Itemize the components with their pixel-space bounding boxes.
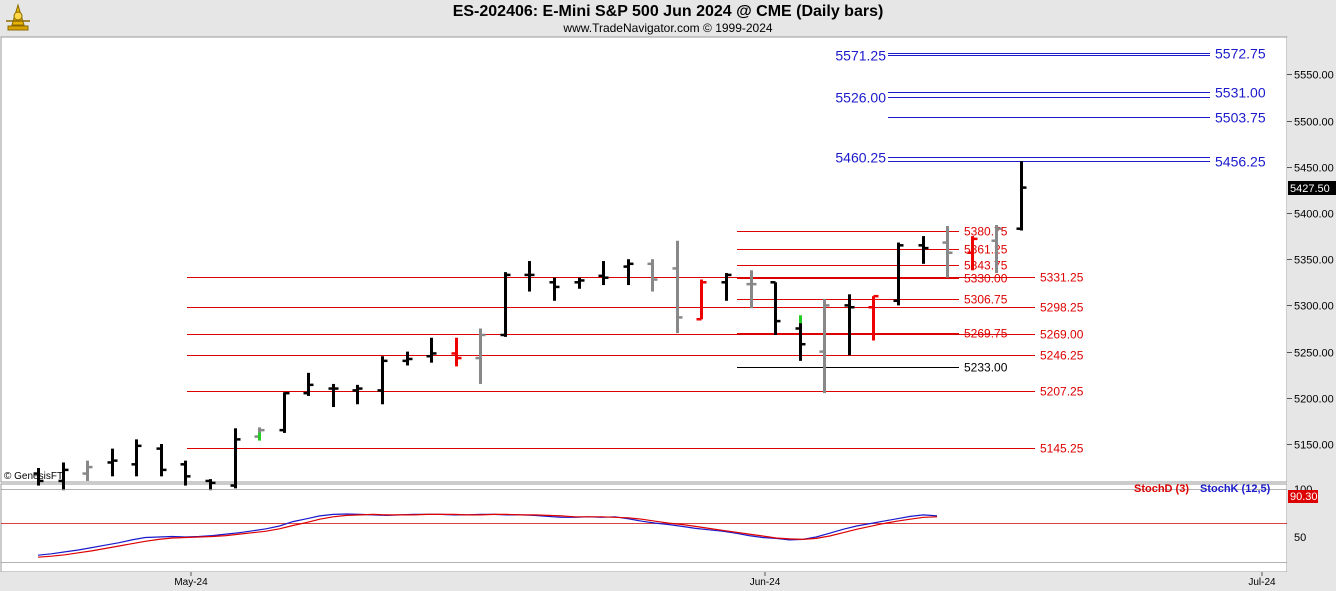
level-label-5361.25: 5361.25	[964, 243, 1008, 257]
tick-label-5150.00: 5150.00	[1294, 440, 1334, 452]
price-bar-2	[82, 460, 93, 481]
price-bar-16	[426, 337, 437, 363]
level-label-5269.00: 5269.00	[1040, 328, 1084, 342]
level-label-5380.75: 5380.75	[964, 225, 1008, 239]
price-bar-10	[279, 391, 290, 433]
date-axis: May-24 Jun-24 Jul-24	[174, 572, 1276, 588]
price-bars	[33, 161, 1027, 491]
level-label-5526.00: 5526.00	[835, 90, 886, 106]
price-bar-4	[131, 439, 142, 477]
level-label-5298.25: 5298.25	[1040, 301, 1084, 315]
trade-navigator-logo-icon	[4, 3, 32, 33]
indicator-panel-border	[0, 483, 1288, 573]
stochastic-panel: 10050StochD (3)StochK (12,5)90.30	[1, 483, 1318, 563]
price-axis: 5550.00 5500.00 5450.00 5400.00 5350.00 5300.…	[1287, 70, 1336, 452]
price-bar-21	[549, 277, 560, 301]
tick-label-5450.00: 5450.00	[1294, 163, 1334, 175]
last-stoch-label: 90.30	[1290, 491, 1318, 503]
price-bar-19	[500, 272, 511, 337]
level-label-5572.75: 5572.75	[1215, 46, 1266, 62]
ind-tick-label-50: 50	[1294, 532, 1306, 544]
price-levels: 5572.75 5571.25 5531.00 5526.00 5503.75 5460.…	[187, 46, 1266, 456]
price-bar-25	[647, 259, 658, 292]
date-axis-background	[0, 572, 1336, 591]
level-label-5331.25: 5331.25	[1040, 271, 1084, 285]
legend-stochk: StochK (12,5)	[1200, 483, 1271, 495]
price-bar-27	[696, 279, 707, 321]
series-stochd-3-	[37, 513, 938, 558]
chart-frame	[0, 36, 1336, 591]
price-bar-36	[918, 236, 929, 264]
tick-label-5200.00: 5200.00	[1294, 394, 1334, 406]
level-label-5503.75: 5503.75	[1215, 110, 1266, 126]
price-bar-40	[1016, 161, 1027, 231]
level-label-5456.25: 5456.25	[1215, 154, 1266, 170]
chart-subtitle: www.TradeNavigator.com © 1999-2024	[563, 21, 773, 35]
price-bar-29	[746, 270, 757, 309]
level-label-5571.25: 5571.25	[835, 48, 886, 64]
last-price-label: 5427.50	[1290, 183, 1330, 195]
price-bar-17	[451, 337, 462, 367]
level-label-5145.25: 5145.25	[1040, 442, 1084, 456]
price-bar-3	[107, 448, 118, 477]
price-bar-38	[967, 236, 978, 271]
tick-label-5300.00: 5300.00	[1294, 301, 1334, 313]
value-axis-background	[1287, 37, 1336, 572]
price-bar-7	[205, 479, 216, 491]
price-bar-13	[352, 384, 363, 405]
tick-label-5400.00: 5400.00	[1294, 209, 1334, 221]
tick-label-5550.00: 5550.00	[1294, 70, 1334, 82]
price-bar-12	[328, 383, 339, 408]
price-bar-28	[721, 273, 732, 301]
price-bar-18	[475, 328, 486, 384]
date-label-Jun-24: Jun-24	[750, 577, 781, 588]
tick-label-5500.00: 5500.00	[1294, 117, 1334, 129]
tick-label-5250.00: 5250.00	[1294, 348, 1334, 360]
price-bar-22	[574, 277, 585, 289]
price-bar-30	[770, 281, 781, 335]
price-bar-34	[868, 294, 879, 341]
date-label-Jul-24: Jul-24	[1248, 577, 1276, 588]
price-bar-39	[991, 225, 1002, 274]
chart-header: ES-202406: E-Mini S&P 500 Jun 2024 @ CME…	[0, 0, 1336, 37]
price-bar-14	[377, 356, 388, 405]
watermark: © GenesisFT	[4, 471, 63, 482]
last-price-box	[1288, 181, 1336, 195]
price-bar-37	[942, 225, 953, 278]
price-bar-11	[303, 372, 314, 396]
level-label-5330.00: 5330.00	[964, 272, 1008, 286]
level-label-5269.75: 5269.75	[964, 327, 1008, 341]
date-label-May-24: May-24	[174, 577, 208, 588]
price-bar-0	[33, 468, 44, 486]
price-bar-26	[672, 240, 683, 334]
level-label-5207.25: 5207.25	[1040, 385, 1084, 399]
price-bar-6	[180, 460, 191, 486]
last-stoch-box	[1288, 490, 1318, 503]
level-label-5306.75: 5306.75	[964, 293, 1008, 307]
level-label-5233.00: 5233.00	[964, 361, 1008, 375]
chart-title: ES-202406: E-Mini S&P 500 Jun 2024 @ CME…	[452, 3, 884, 20]
price-bar-5	[156, 444, 167, 477]
price-bar-15	[402, 351, 413, 366]
price-bar-33	[844, 294, 855, 356]
price-bar-20	[524, 261, 535, 292]
price-bar-31	[795, 319, 806, 361]
level-label-5460.25: 5460.25	[835, 150, 886, 166]
price-bar-32	[819, 298, 830, 394]
level-label-5246.25: 5246.25	[1040, 349, 1084, 363]
price-bar-35	[893, 242, 904, 306]
price-bar-1	[58, 462, 69, 491]
price-bar-8	[230, 428, 241, 489]
level-label-5531.00: 5531.00	[1215, 85, 1266, 101]
price-panel-border	[0, 36, 1288, 483]
level-label-5343.75: 5343.75	[964, 259, 1008, 273]
legend-stochd: StochD (3)	[1134, 483, 1189, 495]
tick-label-5350.00: 5350.00	[1294, 255, 1334, 267]
price-bar-23	[598, 261, 609, 286]
price-bar-24	[623, 259, 634, 286]
